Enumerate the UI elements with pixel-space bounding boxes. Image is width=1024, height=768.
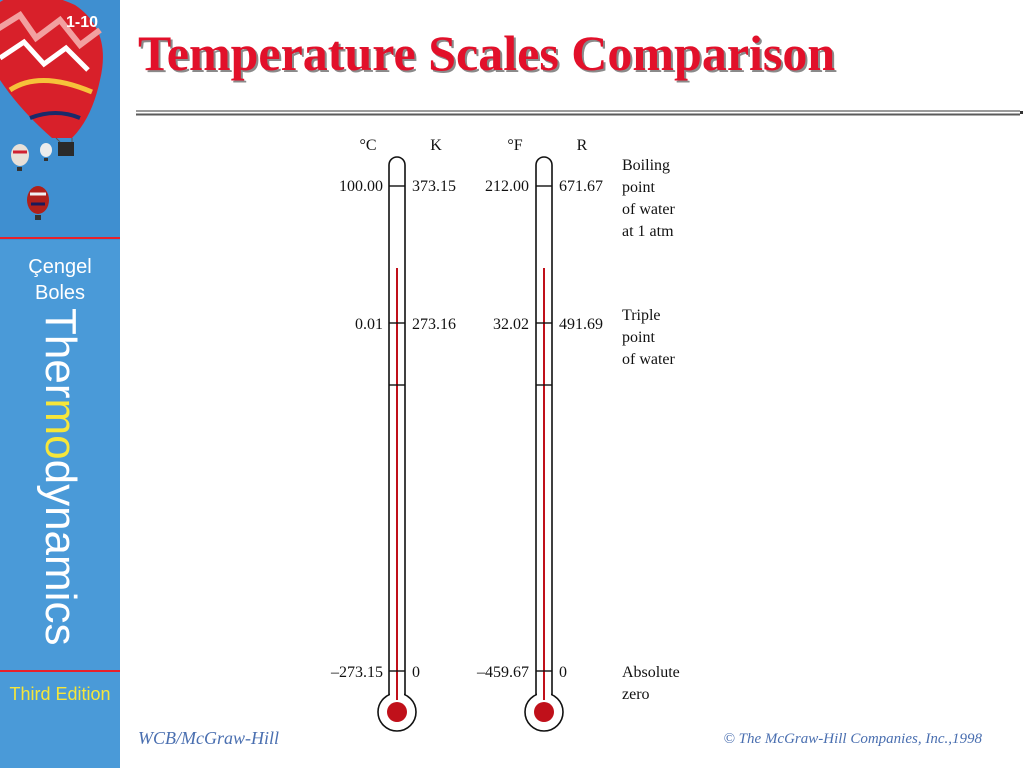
zero-kelvin: 0 — [412, 664, 420, 681]
footer-copyright: © The McGraw-Hill Companies, Inc.,1998 — [723, 731, 982, 747]
hot-air-balloons-image — [0, 0, 120, 240]
sidebar-red-rule-top — [0, 237, 120, 239]
triple-label-3: of water — [622, 351, 676, 368]
sidebar-red-rule-bottom — [0, 670, 120, 672]
header-celsius: °C — [359, 137, 376, 154]
slide-number: 1-10 — [65, 14, 99, 31]
thermometer-tube — [535, 156, 553, 695]
mercury-bulb — [534, 702, 554, 722]
thermometer-celsius-kelvin — [377, 156, 417, 732]
author-names: Çengel Boles — [0, 254, 120, 306]
zero-fahrenheit: –459.67 — [476, 664, 529, 681]
sidebar: 1-10 Çengel Boles Thermodynamics Third E… — [0, 0, 120, 768]
boiling-kelvin: 373.15 — [412, 178, 456, 195]
triple-fahrenheit: 32.02 — [493, 316, 529, 333]
mercury-bulb — [387, 702, 407, 722]
author-cengel: Çengel — [28, 256, 92, 278]
edition-label: Third Edition — [9, 684, 111, 704]
triple-celsius: 0.01 — [355, 316, 383, 333]
zero-rankine: 0 — [559, 664, 567, 681]
boiling-celsius: 100.00 — [339, 178, 383, 195]
triple-rankine: 491.69 — [559, 316, 603, 333]
header-rankine: R — [577, 137, 588, 154]
boiling-rankine: 671.67 — [559, 178, 603, 195]
footer-publisher: WCB/McGraw-Hill — [138, 728, 279, 748]
thermometer-tube — [388, 156, 406, 695]
title-divider — [136, 110, 1023, 116]
boiling-fahrenheit: 212.00 — [485, 178, 529, 195]
header-kelvin: K — [430, 137, 442, 154]
zero-label-1: Absolute — [622, 664, 680, 681]
boiling-label-4: at 1 atm — [622, 223, 674, 240]
boiling-label-3: of water — [622, 201, 676, 218]
zero-celsius: –273.15 — [330, 664, 383, 681]
thermometer-fahrenheit-rankine — [524, 156, 564, 732]
triple-label-2: point — [622, 329, 655, 346]
boiling-label-2: point — [622, 179, 655, 196]
boiling-label-1: Boiling — [622, 157, 670, 174]
zero-label-2: zero — [622, 686, 650, 703]
slide-title: Temperature Scales Comparison — [138, 25, 836, 81]
triple-label-1: Triple — [622, 307, 661, 324]
author-boles: Boles — [34, 282, 86, 304]
header-fahrenheit: °F — [507, 137, 522, 154]
triple-kelvin: 273.16 — [412, 316, 456, 333]
